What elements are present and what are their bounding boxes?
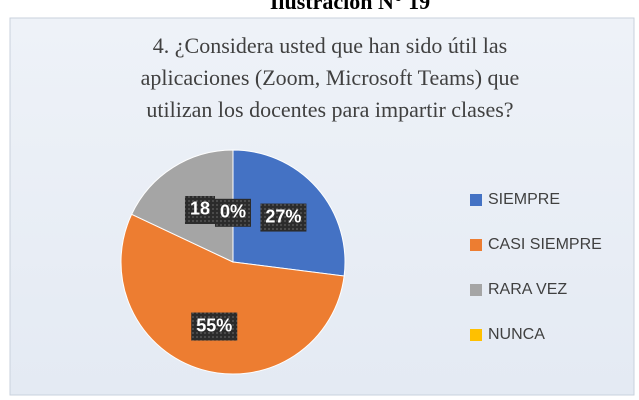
legend-swatch	[470, 194, 482, 206]
data-label: 27%	[265, 206, 301, 226]
legend-label: NUNCA	[488, 326, 545, 343]
chart-title: aplicaciones (Zoom, Microsoft Teams) que	[141, 65, 520, 90]
header-title: Ilustración N° 19	[270, 0, 430, 14]
pie-slice	[130, 149, 234, 263]
legend-swatch	[470, 329, 482, 341]
legend-label: RARA VEZ	[488, 281, 567, 298]
data-label-box	[184, 195, 216, 224]
data-label: 55%	[196, 315, 232, 335]
chart-title: 4. ¿Considera usted que han sido útil la…	[153, 33, 507, 58]
pie-slice	[120, 213, 345, 375]
data-label-box	[191, 312, 238, 341]
data-label: 0%	[220, 202, 246, 222]
data-label: 18	[190, 199, 210, 219]
legend-label: CASI SIEMPRE	[488, 236, 602, 253]
legend-swatch	[470, 284, 482, 296]
chart-title: utilizan los docentes para impartir clas…	[146, 97, 513, 122]
data-label-box	[260, 203, 307, 232]
data-label-box	[214, 198, 252, 227]
legend-label: SIEMPRE	[488, 191, 560, 208]
legend-swatch	[470, 239, 482, 251]
